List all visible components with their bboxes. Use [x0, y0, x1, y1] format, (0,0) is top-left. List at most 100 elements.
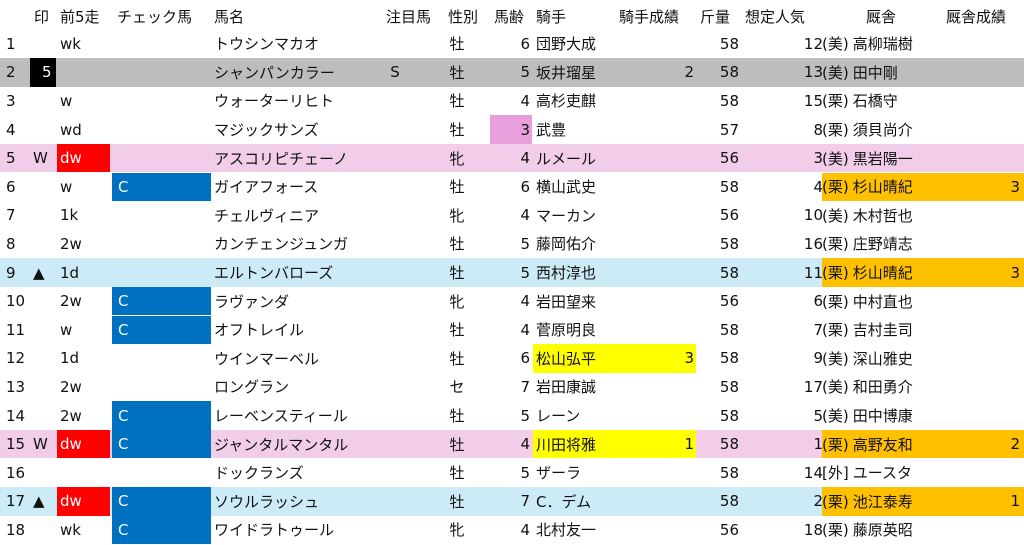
stable-cell[interactable]: (栗) 須貝尚介	[822, 115, 1024, 144]
prev5-cell[interactable]: w	[60, 177, 73, 196]
prev5-cell[interactable]: wk	[60, 34, 81, 53]
horse-name[interactable]: オフトレイル	[214, 321, 305, 340]
jockey-cell[interactable]: ルメール	[536, 149, 597, 168]
notable-cell[interactable]	[388, 344, 402, 373]
notable-cell[interactable]	[388, 173, 402, 202]
jockey-cell[interactable]: マーカン	[536, 206, 597, 225]
check-cell[interactable]	[112, 87, 211, 116]
jockey-cell[interactable]: 団野大成	[536, 35, 597, 54]
header-jockey-score[interactable]: 騎手成績	[619, 7, 680, 26]
horse-name[interactable]: シャンパンカラー	[214, 63, 335, 82]
prev5-cell[interactable]: 1d	[60, 349, 80, 368]
table-row[interactable]: 4 wd マジックサンズ 牡 3 武豊 57 8 (栗) 須貝尚介	[0, 115, 1024, 144]
mark-cell[interactable]	[33, 230, 57, 259]
notable-cell[interactable]	[388, 258, 402, 287]
horse-name[interactable]: ラヴァンダ	[214, 292, 290, 311]
stable-cell[interactable]: (栗) 中村直也	[822, 287, 1024, 316]
prev5-cell[interactable]: 2w	[60, 292, 82, 311]
stable-cell[interactable]: (栗) 池江泰寿 1	[822, 487, 1024, 516]
notable-cell[interactable]	[388, 230, 402, 259]
horse-name[interactable]: ウォーターリヒト	[214, 92, 335, 111]
stable-cell[interactable]: (美) 和田勇介	[822, 373, 1024, 402]
notable-cell[interactable]	[388, 401, 402, 430]
header-age[interactable]: 馬齢	[494, 7, 525, 26]
jockey-cell[interactable]: 岩田康誠	[536, 378, 597, 397]
notable-cell[interactable]	[388, 201, 402, 230]
jockey-cell[interactable]: レーン	[536, 407, 581, 426]
notable-cell[interactable]	[388, 316, 402, 345]
horse-name[interactable]: チェルヴィニア	[214, 206, 320, 225]
jockey-cell[interactable]: 武豊	[536, 121, 567, 140]
check-cell[interactable]: C	[112, 315, 211, 345]
header-check[interactable]: チェック馬	[117, 7, 193, 26]
horse-name[interactable]: ガイアフォース	[214, 178, 319, 197]
table-row[interactable]: 1 wk トウシンマカオ 牡 6 団野大成 58 12 (美) 高柳瑞樹	[0, 30, 1024, 59]
header-horse[interactable]: 馬名	[214, 7, 245, 26]
prev5-cell[interactable]: wk	[60, 520, 81, 539]
mark-cell[interactable]	[33, 373, 57, 402]
notable-cell[interactable]	[388, 430, 402, 459]
check-cell[interactable]: C	[112, 286, 211, 316]
table-row[interactable]: 14 2w C レーベンスティール牡 5 レーン 58 5 (美) 田中博康	[0, 401, 1024, 430]
mark-cell[interactable]: W	[33, 435, 48, 454]
check-cell[interactable]	[112, 459, 211, 488]
check-cell[interactable]	[112, 230, 211, 259]
mark-cell[interactable]: W	[33, 149, 48, 168]
horse-name[interactable]: レーベンスティール	[214, 407, 348, 426]
horse-name[interactable]: カンチェンジュンガ	[214, 235, 348, 254]
horse-name[interactable]: アスコリピチェーノ	[214, 149, 349, 168]
notable-cell[interactable]	[388, 287, 402, 316]
header-stable[interactable]: 厩舎	[866, 7, 897, 26]
table-row[interactable]: 3 w ウォーターリヒト 牡 4 高杉吏麒 58 15 (栗) 石橋守	[0, 87, 1024, 116]
header-mark[interactable]: 印	[34, 7, 50, 26]
jockey-cell[interactable]: ザーラ	[536, 464, 582, 483]
prev5-cell[interactable]	[57, 459, 110, 488]
stable-cell[interactable]: (栗) 高野友和 2	[822, 429, 1024, 459]
prev5-cell[interactable]: 1d	[60, 263, 80, 282]
stable-cell[interactable]: (美) 深山雅史	[822, 344, 1024, 373]
table-row[interactable]: 7 1k チェルヴィニア 牝 4 マーカン 56 10 (美) 木村哲也	[0, 201, 1024, 230]
horse-name[interactable]: ロングラン	[214, 378, 290, 397]
jockey-cell[interactable]: 横山武史	[536, 178, 597, 197]
table-row[interactable]: 11 w C オフトレイル 牡 4 菅原明良 58 7 (栗) 吉村圭司	[0, 315, 1024, 345]
jockey-cell[interactable]: 高杉吏麒	[536, 92, 597, 111]
mark-cell[interactable]	[33, 115, 57, 144]
prev5-cell[interactable]: 2w	[60, 234, 82, 253]
prev5-cell[interactable]: dw	[57, 487, 110, 516]
notable-cell[interactable]	[388, 373, 402, 402]
jockey-cell[interactable]: 岩田望来	[536, 292, 597, 311]
header-prev5[interactable]: 前5走	[60, 7, 100, 26]
stable-cell[interactable]: (栗) 庄野靖志	[822, 230, 1024, 259]
horse-name[interactable]: エルトンバローズ	[214, 264, 334, 283]
mark-cell[interactable]: ▲	[33, 263, 45, 282]
horse-name[interactable]: ジャンタルマンタル	[214, 435, 349, 454]
check-cell[interactable]: C	[112, 172, 211, 202]
stable-cell[interactable]: (栗) 藤原英昭	[822, 516, 1024, 545]
notable-cell[interactable]: S	[390, 63, 400, 82]
check-cell[interactable]: C	[112, 401, 211, 430]
check-cell[interactable]	[112, 115, 211, 144]
table-row[interactable]: 18 wk C ワイドラトゥール牝 4 北村友一 56 18 (栗) 藤原英昭	[0, 515, 1024, 545]
prev5-cell[interactable]: 5	[30, 58, 56, 87]
table-row[interactable]: 2 5 シャンパンカラー S 牡 5 坂井瑠星 2 58 13 (美) 田中剛	[0, 58, 1024, 87]
prev5-cell[interactable]: wd	[60, 120, 82, 139]
notable-cell[interactable]	[388, 459, 402, 488]
prev5-cell[interactable]: w	[60, 320, 73, 339]
header-notable[interactable]: 注目馬	[386, 7, 432, 26]
notable-cell[interactable]	[388, 115, 402, 144]
mark-cell[interactable]	[33, 344, 57, 373]
stable-cell[interactable]: (栗) 石橋守	[822, 87, 1024, 116]
mark-cell[interactable]	[33, 201, 57, 230]
table-row[interactable]: 17 ▲ dw C ソウルラッシュ 牡 7 C．デム 58 2 (栗) 池江泰寿 1	[0, 487, 1024, 516]
mark-cell[interactable]	[33, 459, 57, 488]
notable-cell[interactable]	[388, 144, 402, 173]
table-row[interactable]: 13 2w ロングラン セ 7 岩田康誠 58 17 (美) 和田勇介	[0, 373, 1024, 402]
jockey-cell[interactable]: C．デム	[536, 492, 592, 511]
check-cell[interactable]: C	[112, 515, 211, 545]
horse-name[interactable]: ソウルラッシュ	[214, 492, 320, 511]
notable-cell[interactable]	[388, 487, 402, 516]
notable-cell[interactable]	[388, 30, 402, 59]
jockey-cell[interactable]: 藤岡佑介	[536, 235, 597, 254]
horse-name[interactable]: トウシンマカオ	[214, 35, 320, 54]
check-cell[interactable]	[112, 344, 211, 373]
